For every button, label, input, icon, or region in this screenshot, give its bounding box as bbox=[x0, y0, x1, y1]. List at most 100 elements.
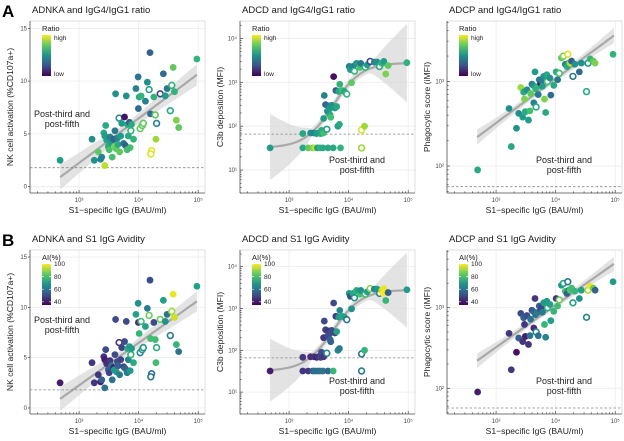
data-point bbox=[333, 103, 341, 110]
data-point bbox=[474, 166, 482, 174]
data-point-open bbox=[532, 103, 540, 111]
data-point bbox=[513, 124, 520, 132]
data-point bbox=[112, 90, 119, 98]
data-point bbox=[126, 367, 134, 375]
data-point bbox=[266, 144, 274, 152]
annotation-text: post-fifth bbox=[547, 386, 582, 396]
data-point bbox=[161, 92, 169, 100]
legend-colorbar bbox=[42, 35, 51, 76]
data-point bbox=[150, 319, 158, 326]
x-axis-label: S1−specific IgG (BAU/ml) bbox=[279, 426, 377, 436]
data-point bbox=[299, 367, 307, 375]
data-point bbox=[384, 62, 392, 70]
data-point bbox=[102, 346, 110, 354]
data-point bbox=[507, 143, 515, 150]
data-point-open bbox=[350, 67, 359, 75]
data-point bbox=[329, 367, 337, 375]
data-point bbox=[324, 367, 332, 375]
data-point bbox=[56, 379, 64, 387]
y-axis-label: NK cell activation (%CD107a+) bbox=[5, 48, 15, 166]
data-point bbox=[330, 73, 338, 81]
data-point-open bbox=[350, 294, 359, 302]
legend-label: 60 bbox=[471, 286, 479, 293]
legend: Ratio high low bbox=[252, 24, 277, 78]
x-axis-label: S1−specific IgG (BAU/ml) bbox=[486, 205, 584, 215]
data-point bbox=[319, 144, 327, 152]
legend: Ratio high low bbox=[459, 24, 484, 78]
data-point bbox=[531, 295, 539, 302]
data-point bbox=[320, 115, 328, 122]
data-point bbox=[88, 359, 96, 367]
chart-title: ADCP and S1 IgG Avidity bbox=[449, 234, 556, 245]
data-point bbox=[114, 362, 122, 370]
data-point bbox=[299, 144, 307, 152]
data-point-open bbox=[357, 144, 366, 152]
x-tick-label: 10⁵ bbox=[611, 197, 621, 204]
legend-title: Ratio bbox=[42, 24, 60, 33]
legend-title: AI(%) bbox=[42, 253, 61, 262]
data-point-open bbox=[139, 343, 148, 352]
y-tick-label: 10⁴ bbox=[228, 264, 238, 271]
data-point-open bbox=[323, 125, 331, 133]
data-point bbox=[546, 74, 554, 82]
y-axis-label: C3b deposition (MFI) bbox=[215, 292, 225, 372]
data-point bbox=[101, 162, 109, 169]
data-point bbox=[577, 286, 585, 294]
data-point bbox=[94, 371, 102, 379]
data-point bbox=[474, 388, 482, 396]
data-point bbox=[193, 282, 201, 290]
data-point bbox=[116, 148, 124, 156]
data-point bbox=[152, 135, 160, 143]
annotation-text: Post-third and bbox=[329, 376, 385, 386]
data-point bbox=[542, 333, 550, 341]
panel-a1: ADNKA and IgG4/IgG1 ratio 10³ 10⁴ 10⁵ 0 5 10 15… bbox=[5, 5, 206, 215]
panel-b2: ADCD and S1 IgG Avidity 10³ 10⁴ 10⁵ 10¹ 10² 10… bbox=[215, 234, 416, 436]
data-point-open bbox=[569, 299, 577, 307]
legend-label-high: high bbox=[264, 35, 277, 42]
legend-label-low: low bbox=[54, 71, 64, 78]
data-point bbox=[527, 315, 535, 323]
data-point bbox=[169, 290, 177, 298]
y-tick-label: 10² bbox=[228, 124, 237, 130]
data-point bbox=[171, 88, 178, 96]
legend-label: 60 bbox=[54, 286, 62, 293]
y-tick-label: 15 bbox=[20, 255, 27, 261]
data-point bbox=[542, 109, 550, 116]
x-tick-label: 10⁴ bbox=[551, 197, 561, 204]
data-point-open bbox=[555, 296, 563, 304]
legend-title: AI(%) bbox=[252, 253, 271, 262]
y-tick-label: 10³ bbox=[228, 80, 237, 86]
x-tick-label: 10⁴ bbox=[344, 197, 354, 204]
data-point bbox=[146, 49, 154, 57]
data-point bbox=[126, 144, 134, 152]
data-point bbox=[169, 64, 177, 71]
x-tick-label: 10⁴ bbox=[134, 197, 144, 204]
data-point bbox=[134, 105, 142, 112]
annotation-text: Post-third and bbox=[536, 376, 592, 386]
data-point bbox=[122, 318, 130, 325]
legend: AI(%)100 80 60 40 bbox=[42, 253, 65, 306]
data-point bbox=[554, 76, 562, 84]
data-point bbox=[539, 82, 546, 90]
data-point bbox=[117, 132, 125, 140]
data-point-open bbox=[151, 111, 159, 119]
data-point bbox=[94, 148, 102, 156]
y-tick-label: 15 bbox=[20, 26, 27, 32]
data-point bbox=[122, 92, 130, 100]
data-point-open bbox=[139, 119, 148, 128]
x-tick-label: 10⁴ bbox=[551, 418, 561, 425]
annotation-text: post-fifth bbox=[547, 165, 582, 175]
data-point bbox=[609, 50, 617, 58]
y-axis-label: Phagocytic score (iMFI) bbox=[422, 287, 432, 377]
data-point bbox=[101, 384, 109, 392]
data-point bbox=[143, 304, 151, 312]
data-point-open bbox=[127, 350, 135, 359]
data-point bbox=[546, 300, 554, 308]
y-axis-label: Phagocytic score (iMFI) bbox=[422, 62, 432, 152]
y-tick-label: 10⁴ bbox=[228, 35, 238, 42]
legend-colorbar bbox=[459, 264, 468, 305]
data-point bbox=[135, 330, 143, 337]
chart-title: ADNKA and S1 IgG Avidity bbox=[32, 234, 145, 245]
